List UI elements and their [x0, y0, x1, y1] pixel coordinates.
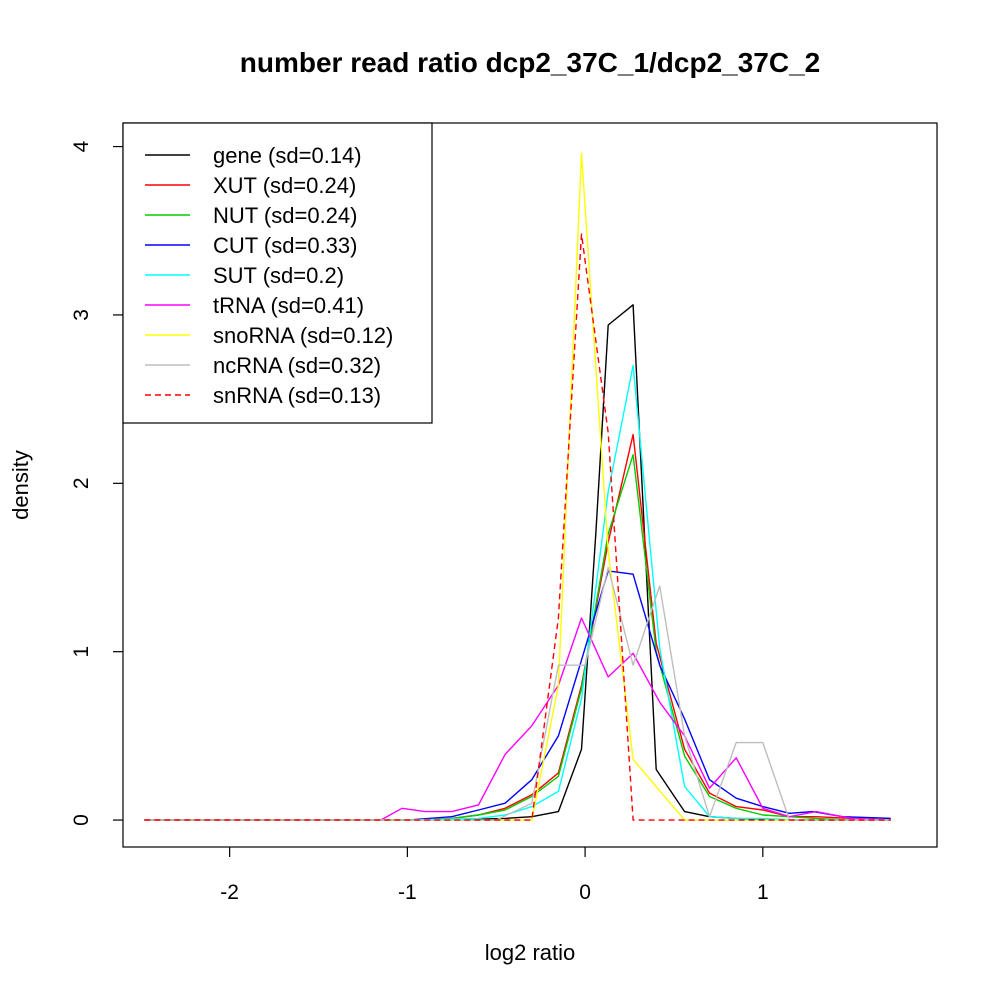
- plot-frame: [122, 122, 938, 848]
- x-tick-label: -1: [398, 881, 417, 904]
- legend-label-ncrna: ncRNA (sd=0.32): [213, 353, 381, 378]
- y-tick-label: 3: [70, 309, 93, 321]
- legend-label-nut: NUT (sd=0.24): [213, 203, 357, 228]
- x-tick-label: 0: [579, 881, 591, 904]
- series-line-snorna: [144, 152, 891, 821]
- legend-label-xut: XUT (sd=0.24): [213, 173, 356, 198]
- x-tick-label: -2: [220, 881, 239, 904]
- chart-title: number read ratio dcp2_37C_1/dcp2_37C_2: [240, 47, 820, 78]
- y-tick-label: 0: [70, 814, 93, 826]
- legend-label-snrna: snRNA (sd=0.13): [213, 383, 381, 408]
- y-tick-label: 2: [70, 477, 93, 489]
- legend-label-sut: SUT (sd=0.2): [213, 263, 344, 288]
- series-line-xut: [144, 433, 891, 821]
- legend-label-snorna: snoRNA (sd=0.12): [213, 323, 393, 348]
- y-tick-label: 1: [70, 646, 93, 658]
- legend-label-trna: tRNA (sd=0.41): [213, 293, 364, 318]
- y-tick-label: 4: [70, 140, 93, 152]
- x-axis: -2 -1 0 1: [220, 847, 769, 904]
- legend-box: [122, 122, 433, 424]
- series-line-cut: [144, 570, 891, 821]
- legend: gene (sd=0.14) XUT (sd=0.24) NUT (sd=0.24)…: [122, 122, 433, 424]
- series-line-ncrna: [144, 566, 891, 821]
- x-tick-label: 1: [757, 881, 769, 904]
- legend-label-cut: CUT (sd=0.33): [213, 233, 357, 258]
- y-axis: 0 1 2 3 4: [70, 140, 123, 826]
- y-axis-label: density: [8, 450, 33, 520]
- legend-label-gene: gene (sd=0.14): [213, 143, 362, 168]
- series-line-trna: [144, 617, 891, 821]
- series-layer: [144, 152, 891, 821]
- series-line-sut: [144, 364, 891, 821]
- series-line-snrna: [144, 233, 891, 821]
- x-axis-label: log2 ratio: [485, 940, 576, 965]
- series-line-nut: [144, 454, 891, 821]
